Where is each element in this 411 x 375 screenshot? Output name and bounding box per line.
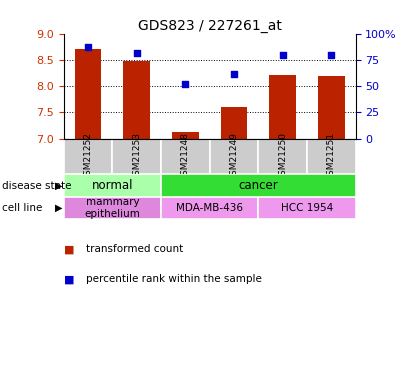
Bar (161, 197, 258, 219)
Text: normal: normal (92, 179, 133, 192)
Text: HCC 1954: HCC 1954 (281, 203, 333, 213)
Text: ■: ■ (64, 274, 74, 284)
Bar (64, 197, 161, 219)
Text: ▶: ▶ (55, 181, 62, 191)
Bar (64, 174, 161, 197)
Point (231, 70, 237, 76)
Bar (123, 61, 150, 138)
Title: GDS823 / 227261_at: GDS823 / 227261_at (138, 19, 282, 33)
Text: ■: ■ (64, 244, 74, 254)
Bar (258, 197, 356, 219)
Point (328, 52, 335, 58)
Bar (318, 76, 344, 138)
Text: GSM21248: GSM21248 (181, 132, 190, 181)
Text: mammary
epithelium: mammary epithelium (84, 197, 140, 219)
Text: MDA-MB-436: MDA-MB-436 (176, 203, 243, 213)
Bar (112, 138, 161, 174)
Text: GSM21252: GSM21252 (83, 132, 92, 181)
Text: percentile rank within the sample: percentile rank within the sample (86, 274, 262, 284)
Text: cell line: cell line (2, 203, 42, 213)
Bar (161, 138, 210, 174)
Bar (64, 138, 112, 174)
Point (279, 52, 286, 58)
Bar (172, 132, 199, 138)
Text: cancer: cancer (238, 179, 278, 192)
Text: GSM21249: GSM21249 (229, 132, 238, 181)
Text: GSM21253: GSM21253 (132, 132, 141, 181)
Text: GSM21250: GSM21250 (278, 132, 287, 181)
Point (133, 50, 140, 55)
Bar (258, 138, 307, 174)
Bar (210, 138, 258, 174)
Point (182, 81, 189, 87)
Point (85, 44, 91, 50)
Text: disease state: disease state (2, 181, 72, 191)
Bar (75, 50, 102, 138)
Bar (307, 138, 356, 174)
Bar (221, 107, 247, 138)
Bar (269, 75, 296, 138)
Text: transformed count: transformed count (86, 244, 184, 254)
Text: ▶: ▶ (55, 203, 62, 213)
Text: GSM21251: GSM21251 (327, 132, 336, 181)
Bar (161, 174, 356, 197)
